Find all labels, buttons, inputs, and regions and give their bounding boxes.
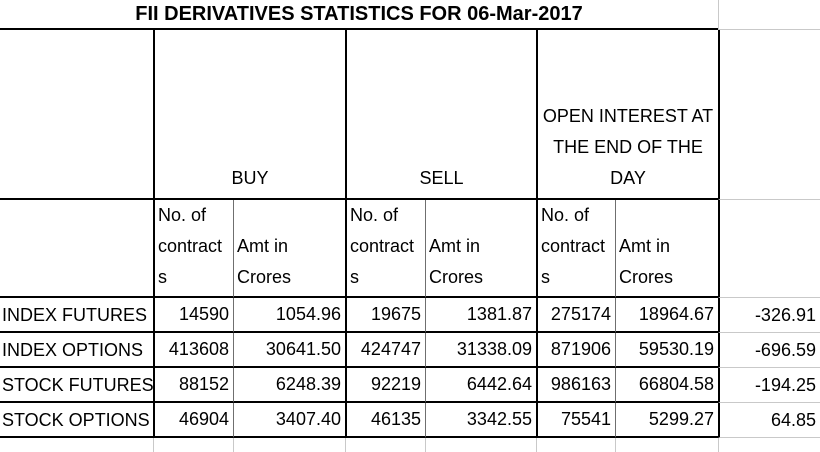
cell-net-value: -326.91 (718, 298, 820, 333)
cell-oi-amount: 5299.27 (615, 403, 718, 438)
empty-cell (345, 438, 425, 452)
header-buy-contracts: No. of contracts (153, 200, 233, 298)
cell-buy-contracts: 14590 (153, 298, 233, 333)
header-sell-contracts: No. of contracts (345, 200, 425, 298)
col-group-sell: SELL (345, 30, 536, 200)
row-label: STOCK OPTIONS (0, 403, 153, 438)
row-label: INDEX OPTIONS (0, 333, 153, 368)
row-label: STOCK FUTURES (0, 368, 153, 403)
row-label: INDEX FUTURES (0, 298, 153, 333)
table-title: FII DERIVATIVES STATISTICS FOR 06-Mar-20… (0, 0, 718, 30)
cell-oi-amount: 66804.58 (615, 368, 718, 403)
empty-cell (718, 30, 820, 200)
cell-buy-contracts: 46904 (153, 403, 233, 438)
col-group-sell-label: SELL (419, 168, 464, 188)
col-group-open-interest-label: OPEN INTEREST AT THE END OF THE DAY (542, 106, 714, 188)
header-sell-amount: Amt in Crores (425, 200, 536, 298)
cell-buy-contracts: 413608 (153, 333, 233, 368)
cell-oi-contracts: 986163 (536, 368, 615, 403)
empty-cell (718, 0, 820, 30)
cell-oi-contracts: 75541 (536, 403, 615, 438)
cell-sell-amount: 3342.55 (425, 403, 536, 438)
empty-cell (615, 438, 718, 452)
col-group-open-interest: OPEN INTEREST AT THE END OF THE DAY (536, 30, 718, 200)
cell-net-value: -194.25 (718, 368, 820, 403)
cell-sell-contracts: 424747 (345, 333, 425, 368)
empty-cell (0, 30, 153, 200)
empty-cell (0, 200, 153, 298)
cell-sell-contracts: 92219 (345, 368, 425, 403)
header-oi-amount: Amt in Crores (615, 200, 718, 298)
cell-buy-contracts: 88152 (153, 368, 233, 403)
cell-sell-amount: 31338.09 (425, 333, 536, 368)
cell-buy-amount: 30641.50 (233, 333, 345, 368)
cell-buy-amount: 1054.96 (233, 298, 345, 333)
empty-cell (718, 200, 820, 298)
col-group-buy: BUY (153, 30, 345, 200)
cell-buy-amount: 3407.40 (233, 403, 345, 438)
empty-cell (425, 438, 536, 452)
empty-cell (536, 438, 615, 452)
cell-net-value: -696.59 (718, 333, 820, 368)
cell-sell-contracts: 19675 (345, 298, 425, 333)
empty-cell (233, 438, 345, 452)
header-oi-contracts: No. of contracts (536, 200, 615, 298)
header-buy-amount: Amt in Crores (233, 200, 345, 298)
empty-cell (0, 438, 153, 452)
cell-sell-amount: 6442.64 (425, 368, 536, 403)
col-group-buy-label: BUY (231, 168, 269, 188)
cell-oi-contracts: 871906 (536, 333, 615, 368)
cell-oi-contracts: 275174 (536, 298, 615, 333)
cell-oi-amount: 18964.67 (615, 298, 718, 333)
empty-cell (153, 438, 233, 452)
cell-sell-amount: 1381.87 (425, 298, 536, 333)
empty-cell (718, 438, 820, 452)
cell-buy-amount: 6248.39 (233, 368, 345, 403)
cell-oi-amount: 59530.19 (615, 333, 718, 368)
cell-net-value: 64.85 (718, 403, 820, 438)
cell-sell-contracts: 46135 (345, 403, 425, 438)
